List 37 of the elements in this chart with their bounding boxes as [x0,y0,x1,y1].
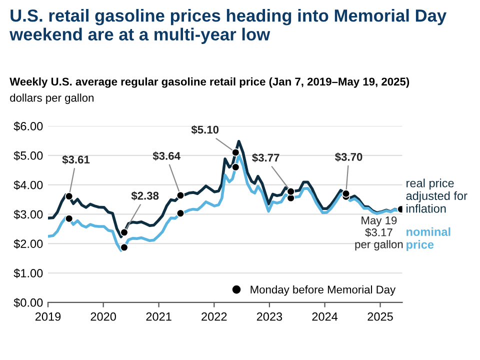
annotation: $3.64 [152,152,180,161]
point [64,192,74,200]
point [120,228,128,237]
point [176,209,185,218]
point [176,191,185,200]
series-label: real price adjusted for inflation [406,178,468,213]
annotation: $2.38 [131,191,159,200]
point [286,187,295,196]
point [342,190,350,198]
annotation: $5.10 [191,125,219,134]
y-tick-label: $0.00 [14,298,43,308]
x-tick-label: 2019 [35,312,61,321]
y-tick-label: $5.00 [14,150,43,160]
point [120,243,128,252]
series-label: nominal price [406,227,450,252]
chart-title: U.S. retail gasoline prices heading into Memorial Day weekend are at a multi-year low [10,9,447,44]
annotation: $3.70 [335,152,362,162]
y-axis-title: dollars per gallon [10,94,94,104]
annotation: $3.61 [62,155,90,164]
x-tick-label: 2025 [368,312,393,321]
x-tick-label: 2020 [90,312,116,321]
x-tick-label: 2021 [146,312,172,321]
x-tick-label: 2022 [202,312,227,321]
point [232,163,240,172]
y-tick-label: $2.00 [14,239,43,249]
point [232,148,240,157]
annotation: $3.77 [252,153,280,162]
y-tick-label: $1.00 [14,268,43,278]
legend-label: Monday before Memorial Day [250,285,396,296]
x-tick-label: 2023 [256,312,282,321]
annotation: May 19 $3.17 per gallon [355,216,403,250]
y-tick-label: $4.00 [14,180,43,190]
x-tick-label: 2024 [312,312,338,321]
chart-subtitle: Weekly U.S. average regular gasoline retail price (Jan 7, 2019–May 19, 2025) [10,77,410,88]
point [64,214,74,223]
y-tick-label: $3.00 [14,210,43,220]
y-tick-label: $6.00 [14,122,43,132]
